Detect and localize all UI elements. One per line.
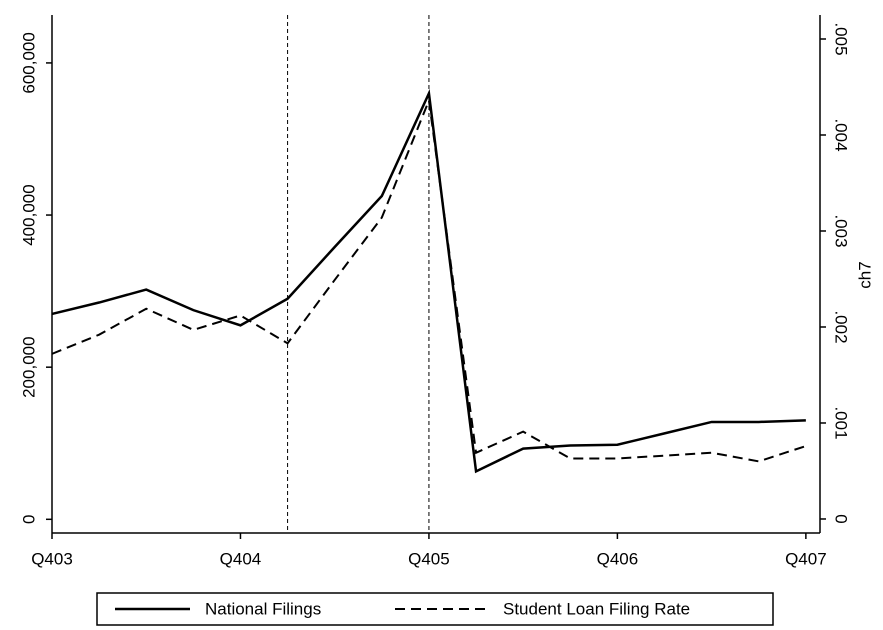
x-tick-label: Q404 — [220, 549, 262, 568]
y2-tick-label: .001 — [832, 406, 851, 439]
series-line — [51, 88, 806, 474]
y-tick-label: 0 — [19, 515, 38, 524]
x-tick-label: Q405 — [408, 549, 450, 568]
legend-box — [96, 592, 774, 626]
legend-label: National Filings — [205, 599, 321, 618]
x-tick-label: Q403 — [31, 549, 73, 568]
y2-tick-label: 0 — [832, 514, 851, 523]
x-tick-label: Q407 — [785, 549, 827, 568]
y-tick-label: 600,000 — [19, 32, 38, 93]
y2-tick-label: .004 — [832, 118, 851, 151]
y-tick-label: 400,000 — [19, 184, 38, 245]
x-tick-label: Q406 — [597, 549, 639, 568]
y2-tick-label: .005 — [832, 22, 851, 55]
y2-axis-title: ch7 — [855, 261, 874, 288]
y2-tick-label: .002 — [832, 310, 851, 343]
legend-label: Student Loan Filing Rate — [503, 599, 690, 618]
y-tick-label: 200,000 — [19, 336, 38, 397]
y2-tick-label: .003 — [832, 214, 851, 247]
